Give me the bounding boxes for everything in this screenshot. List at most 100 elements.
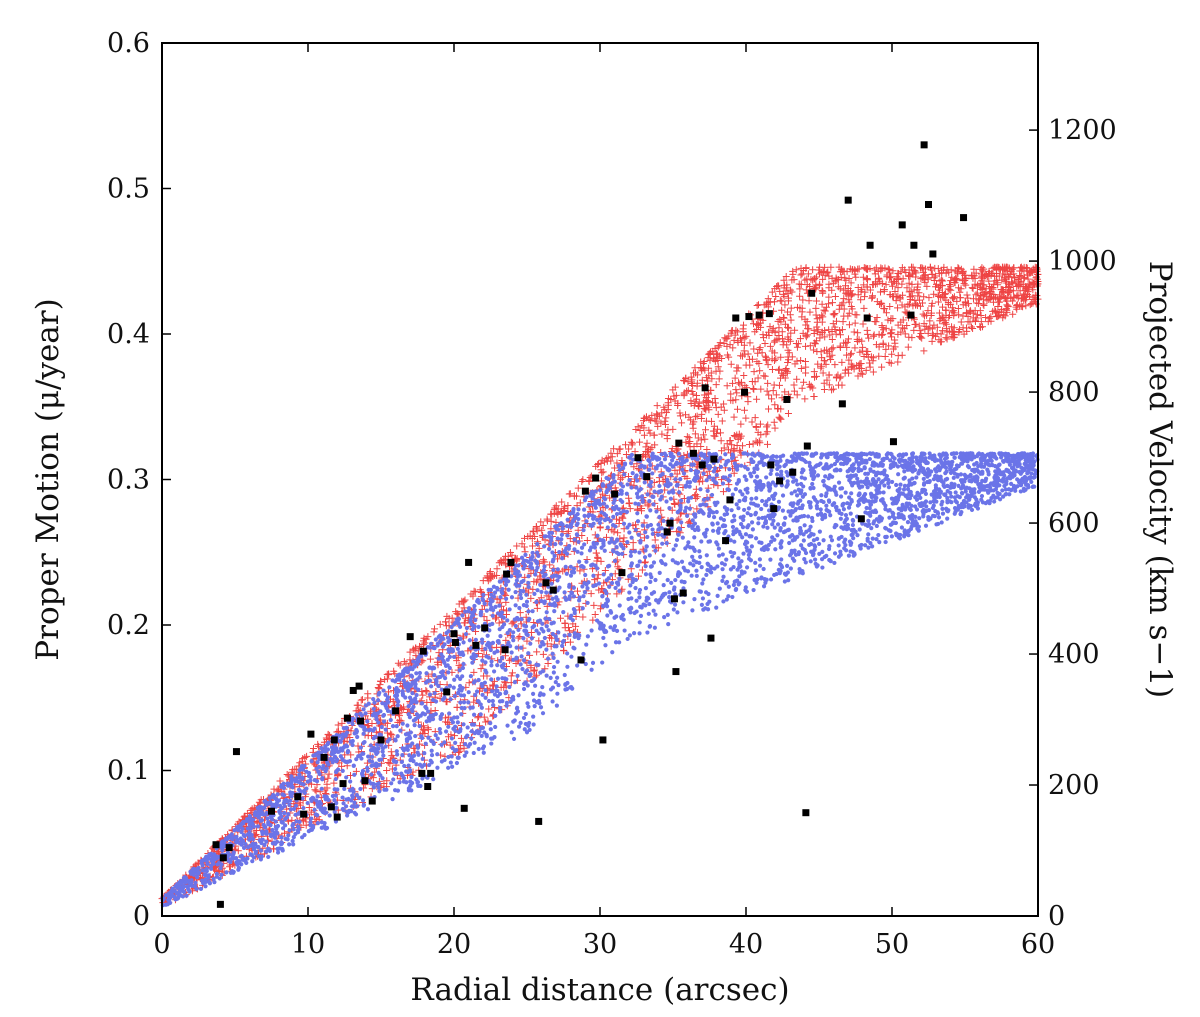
point-dot <box>622 628 627 633</box>
point-plus <box>905 300 913 308</box>
point-dot <box>419 734 424 739</box>
point-dot <box>309 759 314 764</box>
point-plus <box>930 290 938 298</box>
point-dot <box>198 886 204 891</box>
point-plus <box>886 273 894 281</box>
point-dot <box>585 586 590 591</box>
point-plus <box>590 601 598 609</box>
point-plus <box>703 374 711 382</box>
point-plus <box>383 777 391 785</box>
point-plus <box>716 339 724 347</box>
point-dot <box>413 733 418 739</box>
point-plus <box>305 804 313 812</box>
point-dot <box>838 461 844 466</box>
point-dot <box>698 487 703 492</box>
point-plus <box>920 347 928 355</box>
plot-area <box>158 141 1042 908</box>
point-plus <box>769 387 777 395</box>
point-plus <box>763 299 771 307</box>
point-plus <box>551 504 559 512</box>
point-dot <box>625 482 630 487</box>
point-plus <box>772 391 780 399</box>
point-plus <box>955 311 963 319</box>
point-plus <box>717 437 725 445</box>
point-dot <box>287 842 292 847</box>
point-plus <box>926 317 934 325</box>
point-dot <box>476 624 481 629</box>
point-plus <box>859 343 867 351</box>
point-plus <box>631 521 639 529</box>
point-dot <box>379 757 384 762</box>
point-dot <box>215 862 220 867</box>
point-plus <box>799 296 807 304</box>
point-plus <box>777 318 785 326</box>
point-plus <box>868 293 876 301</box>
point-plus <box>814 360 822 368</box>
point-plus <box>851 319 859 327</box>
point-plus <box>734 364 742 372</box>
point-dot <box>366 754 371 759</box>
point-plus <box>312 787 320 795</box>
point-plus <box>753 439 761 447</box>
point-plus <box>622 441 630 449</box>
point-plus <box>788 288 796 296</box>
point-plus <box>823 269 831 277</box>
point-plus <box>729 344 737 352</box>
point-plus <box>863 326 871 334</box>
point-dot <box>732 518 737 523</box>
point-plus <box>741 334 749 342</box>
point-plus <box>984 318 992 326</box>
point-plus <box>998 305 1006 313</box>
point-plus <box>714 410 722 418</box>
point-plus <box>459 598 467 606</box>
point-plus <box>396 661 404 669</box>
point-plus <box>1006 284 1014 292</box>
point-plus <box>1002 277 1010 285</box>
point-plus <box>1027 300 1035 308</box>
point-dot <box>894 482 899 488</box>
point-plus <box>714 343 722 351</box>
point-dot <box>511 638 516 643</box>
point-plus <box>754 374 762 382</box>
point-plus <box>966 306 974 314</box>
point-plus <box>904 343 912 351</box>
point-plus <box>949 334 957 342</box>
point-plus <box>693 379 701 387</box>
point-dot <box>829 538 835 543</box>
point-plus <box>1029 299 1037 307</box>
point-dot <box>535 588 540 593</box>
point-plus <box>982 314 990 322</box>
point-dot <box>902 528 907 533</box>
point-dot <box>881 490 886 495</box>
point-plus <box>825 347 833 355</box>
point-plus <box>638 566 646 574</box>
point-plus <box>1004 302 1012 310</box>
point-plus <box>654 544 662 552</box>
point-dot <box>711 528 716 533</box>
point-plus <box>882 309 890 317</box>
point-plus <box>703 445 711 453</box>
point-plus <box>718 417 726 425</box>
point-plus <box>832 330 840 338</box>
point-plus <box>960 280 968 288</box>
series-1 <box>160 451 1040 908</box>
point-plus <box>736 380 744 388</box>
point-plus <box>668 506 676 514</box>
point-plus <box>680 377 688 385</box>
point-dot <box>651 502 656 507</box>
point-dot <box>949 494 954 499</box>
point-plus <box>854 265 862 273</box>
point-plus <box>675 515 683 523</box>
point-plus <box>733 431 741 439</box>
point-plus <box>835 305 843 313</box>
point-plus <box>836 342 844 350</box>
point-dot <box>381 688 386 693</box>
point-dot <box>882 483 887 488</box>
point-dot <box>376 692 381 697</box>
point-plus <box>274 785 282 793</box>
point-plus <box>775 366 783 374</box>
point-dot <box>736 506 741 511</box>
point-plus <box>714 356 722 364</box>
point-plus <box>678 419 686 427</box>
